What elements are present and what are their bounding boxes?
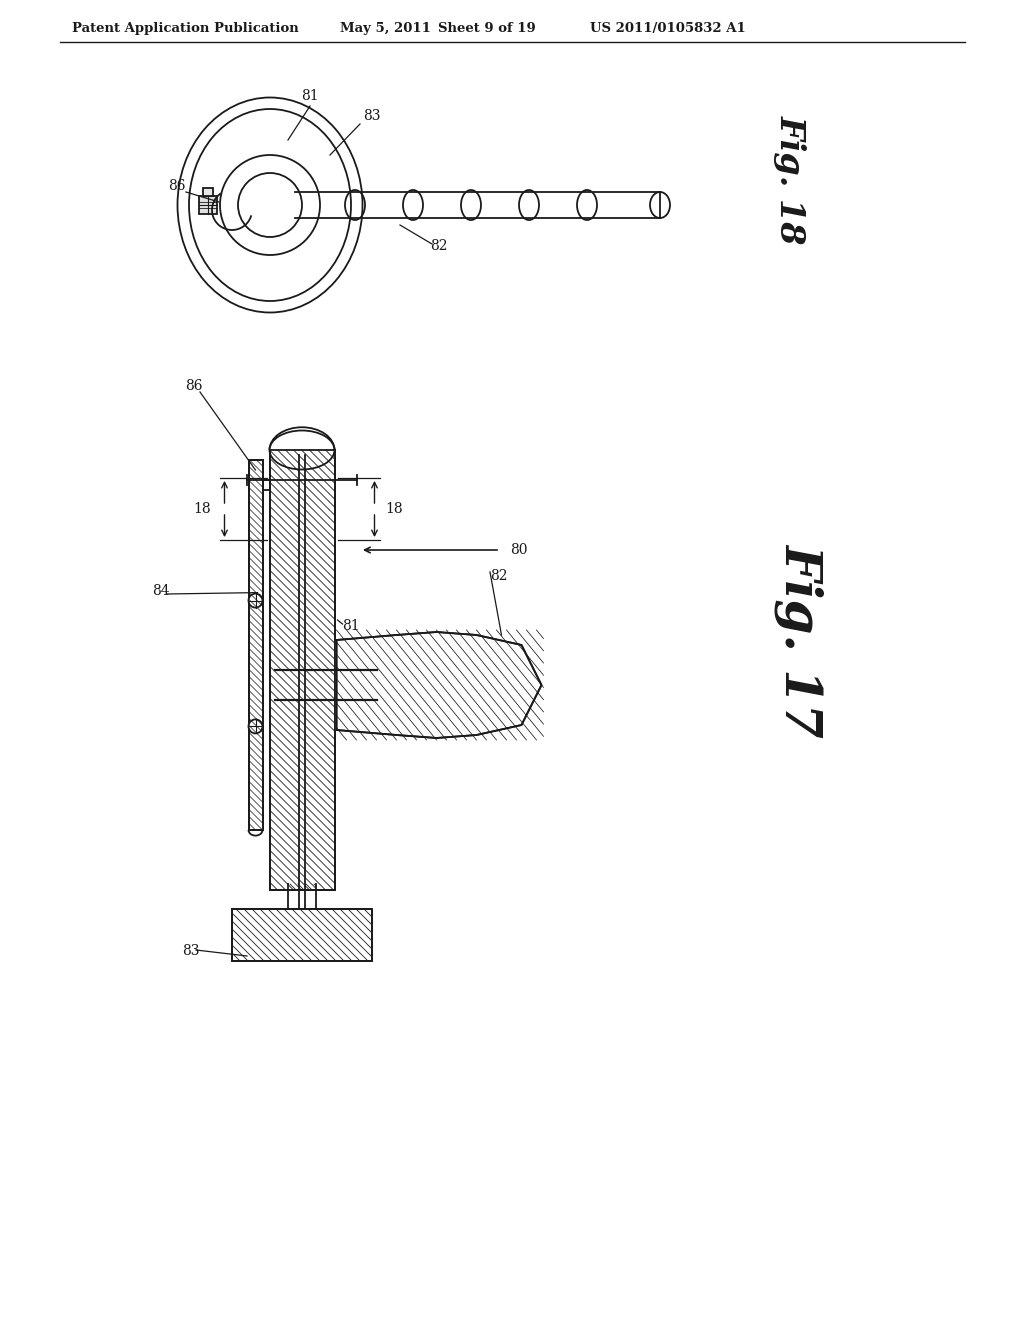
Circle shape <box>249 594 262 607</box>
Text: 82: 82 <box>430 239 447 253</box>
Bar <box>232 909 372 961</box>
Bar <box>249 459 262 830</box>
Text: 83: 83 <box>362 110 381 123</box>
Circle shape <box>249 719 262 734</box>
Text: 86: 86 <box>185 379 203 393</box>
Text: Patent Application Publication: Patent Application Publication <box>72 22 299 36</box>
Text: 82: 82 <box>490 569 508 583</box>
Ellipse shape <box>269 430 335 470</box>
Text: Fig. 17: Fig. 17 <box>775 543 824 737</box>
Polygon shape <box>337 632 542 738</box>
Bar <box>269 450 335 890</box>
Text: 81: 81 <box>301 88 318 103</box>
Text: May 5, 2011: May 5, 2011 <box>340 22 431 36</box>
Text: Sheet 9 of 19: Sheet 9 of 19 <box>438 22 536 36</box>
Text: 83: 83 <box>182 944 200 958</box>
Bar <box>249 459 262 830</box>
Text: 86: 86 <box>168 180 185 193</box>
Bar <box>232 909 372 961</box>
Text: 84: 84 <box>152 583 170 598</box>
Text: 80: 80 <box>510 543 527 557</box>
Bar <box>269 450 335 890</box>
Bar <box>199 195 217 214</box>
Text: 18: 18 <box>194 502 211 516</box>
Text: 81: 81 <box>342 619 360 634</box>
Text: Fig. 18: Fig. 18 <box>773 115 807 244</box>
Bar <box>203 187 213 195</box>
Text: US 2011/0105832 A1: US 2011/0105832 A1 <box>590 22 745 36</box>
Text: 18: 18 <box>386 502 403 516</box>
